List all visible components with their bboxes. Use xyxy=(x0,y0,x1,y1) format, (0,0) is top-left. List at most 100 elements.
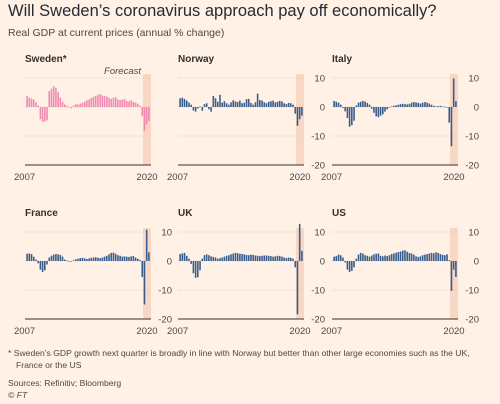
bar xyxy=(265,255,268,261)
bar xyxy=(408,252,411,261)
bar xyxy=(450,107,453,147)
bar xyxy=(337,254,340,261)
bar xyxy=(294,261,297,268)
bar xyxy=(437,252,439,261)
bar xyxy=(66,260,68,262)
bar xyxy=(419,103,422,107)
bar xyxy=(406,251,408,261)
bar xyxy=(410,253,413,261)
bar xyxy=(39,261,42,270)
bar xyxy=(232,100,235,107)
copyright: © FT xyxy=(8,390,28,400)
bar xyxy=(388,255,391,261)
bar xyxy=(250,102,252,107)
bar xyxy=(294,107,297,114)
bar xyxy=(121,99,124,107)
bar xyxy=(417,256,420,261)
bar xyxy=(450,261,453,291)
bar xyxy=(26,253,28,261)
bar xyxy=(348,107,351,127)
bar xyxy=(119,100,121,107)
panel-us: US 10 0 -10 -20 2007 2020 xyxy=(321,208,479,337)
bar xyxy=(68,261,70,262)
bar xyxy=(426,254,428,261)
bar xyxy=(106,255,108,261)
bar xyxy=(55,87,57,107)
bar xyxy=(265,103,268,107)
forecast-band xyxy=(450,228,458,319)
bar xyxy=(417,102,420,107)
bar xyxy=(344,261,346,263)
y-tick-label: -10 xyxy=(158,286,172,297)
bar xyxy=(143,107,146,131)
bar xyxy=(50,255,53,261)
bar xyxy=(145,229,148,261)
bar xyxy=(245,254,248,261)
bar xyxy=(37,105,39,107)
bar xyxy=(194,261,197,278)
footnote-line-2: France or the US xyxy=(16,360,82,370)
bar xyxy=(335,101,338,107)
bar xyxy=(287,257,290,261)
bar xyxy=(94,95,97,107)
bar xyxy=(444,106,446,108)
panel-sweden: Sweden* 2007 2020 Forecast xyxy=(14,54,158,183)
bar xyxy=(125,100,128,107)
bar xyxy=(114,97,117,107)
bar xyxy=(259,100,261,107)
bar xyxy=(395,252,397,261)
bar xyxy=(137,103,139,107)
bar xyxy=(197,107,199,109)
bar xyxy=(119,255,121,261)
bar xyxy=(413,254,415,261)
panel-uk: UK 10 0 -10 -20 2007 2020 xyxy=(167,208,325,337)
x-tick-label-end: 2020 xyxy=(136,326,157,337)
bar xyxy=(267,255,270,261)
y-tick-label: -20 xyxy=(311,161,325,172)
panel-title: UK xyxy=(178,208,193,219)
bar xyxy=(228,255,230,261)
y-tick-label: -20 xyxy=(465,315,479,326)
bar xyxy=(384,107,386,112)
bar xyxy=(259,256,261,261)
bar xyxy=(439,105,442,107)
bar xyxy=(254,102,257,107)
bar xyxy=(342,257,344,261)
bar xyxy=(44,107,46,122)
bar xyxy=(50,88,53,107)
bar xyxy=(108,254,110,261)
bar xyxy=(346,107,349,119)
bar xyxy=(214,98,217,107)
bar xyxy=(94,257,97,261)
bar xyxy=(439,254,442,261)
bar xyxy=(99,258,101,261)
bar xyxy=(46,261,48,265)
bar xyxy=(362,100,364,107)
bar xyxy=(79,103,82,107)
bar xyxy=(393,253,395,261)
bar xyxy=(270,101,272,107)
bar xyxy=(28,97,31,107)
bar xyxy=(413,102,415,107)
bar xyxy=(46,107,48,121)
bar xyxy=(103,256,106,261)
bar xyxy=(287,102,290,107)
bar xyxy=(285,258,288,261)
bar xyxy=(390,254,393,261)
bar xyxy=(216,101,219,107)
bar xyxy=(185,255,188,261)
bar xyxy=(432,253,435,261)
bar xyxy=(366,255,369,261)
bar xyxy=(86,258,88,261)
bar xyxy=(145,107,148,125)
bar xyxy=(399,104,402,107)
bar xyxy=(435,106,437,108)
bar xyxy=(382,256,384,261)
bar xyxy=(208,255,210,261)
chart-subtitle: Real GDP at current prices (annual % cha… xyxy=(8,27,225,39)
bar xyxy=(179,254,181,261)
bar xyxy=(283,257,285,261)
bar xyxy=(212,95,215,107)
y-tick-label: -10 xyxy=(465,132,479,143)
y-tick-label: 10 xyxy=(468,74,479,85)
